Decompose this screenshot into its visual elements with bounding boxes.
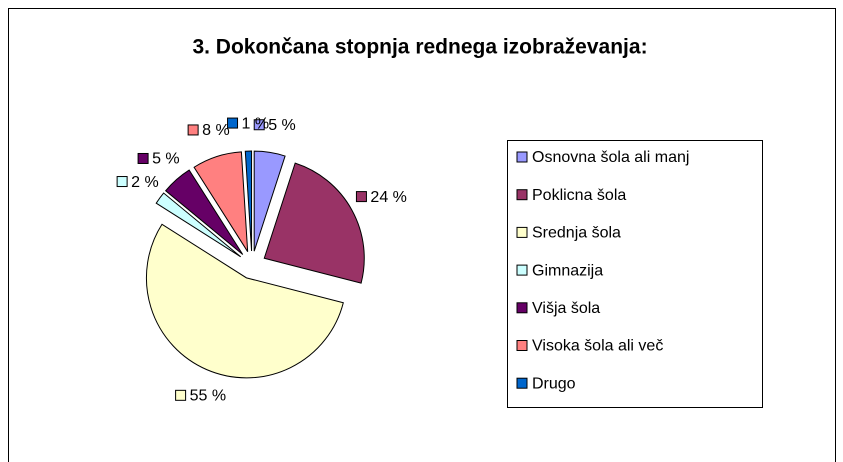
data-label: 1 % (242, 115, 270, 132)
label-key (137, 152, 149, 164)
legend-label: Osnovna šola ali manj (532, 149, 689, 166)
label-key (175, 389, 187, 401)
chart-title: 3. Dokončana stopnja rednega izobraževan… (192, 36, 647, 59)
data-label: 5 % (152, 151, 180, 168)
label-key (227, 117, 239, 129)
data-label: 8 % (202, 122, 230, 139)
legend-key (516, 189, 528, 201)
label-key (355, 191, 367, 203)
pie-slice (164, 169, 244, 255)
data-label: 2 % (131, 174, 159, 191)
legend-key (516, 377, 528, 389)
legend-key (516, 302, 528, 314)
legend-label: Visoka šola ali več (532, 338, 663, 355)
legend-key (516, 226, 528, 238)
pie-slice (253, 150, 286, 252)
data-label: 24 % (370, 189, 406, 206)
legend-label: Gimnazija (532, 262, 603, 279)
pie-slice (155, 192, 241, 258)
legend-label: Srednja šola (532, 225, 621, 242)
legend-key (516, 151, 528, 163)
data-label: 5 % (268, 117, 296, 134)
label-key (187, 124, 199, 136)
data-label: 55 % (190, 388, 226, 405)
label-key (253, 119, 265, 131)
pie-slice (193, 151, 249, 252)
pie-slice (244, 150, 253, 252)
legend-label: Poklicna šola (532, 187, 626, 204)
legend-box (507, 140, 763, 408)
legend-label: Drugo (532, 375, 576, 392)
pie-slice (263, 162, 365, 284)
pie-slice (145, 223, 344, 379)
legend-label: Višja šola (532, 300, 600, 317)
legend-key (516, 264, 528, 276)
label-key (116, 176, 128, 188)
legend-key (516, 340, 528, 351)
